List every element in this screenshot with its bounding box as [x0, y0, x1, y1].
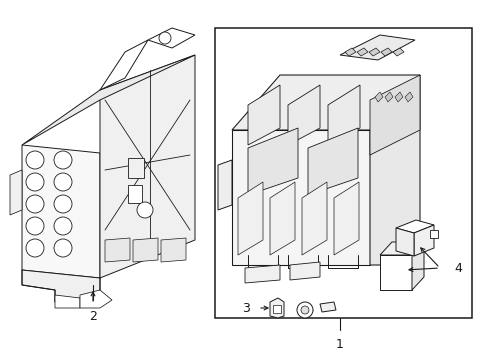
- Polygon shape: [319, 302, 335, 312]
- Polygon shape: [247, 85, 280, 145]
- Text: 3: 3: [242, 302, 249, 315]
- Polygon shape: [22, 145, 100, 278]
- Text: 4: 4: [453, 261, 461, 274]
- Polygon shape: [368, 48, 379, 56]
- Polygon shape: [161, 238, 185, 262]
- Polygon shape: [80, 290, 112, 308]
- Circle shape: [159, 32, 171, 44]
- Bar: [429, 230, 437, 238]
- Circle shape: [26, 151, 44, 169]
- Bar: [128, 158, 143, 178]
- Bar: [272, 305, 281, 313]
- Circle shape: [26, 195, 44, 213]
- Polygon shape: [269, 298, 284, 318]
- Polygon shape: [269, 182, 294, 255]
- Polygon shape: [133, 238, 158, 262]
- Polygon shape: [148, 28, 195, 48]
- Polygon shape: [413, 225, 433, 256]
- Polygon shape: [394, 92, 402, 102]
- Polygon shape: [333, 182, 358, 255]
- Polygon shape: [100, 40, 148, 90]
- Polygon shape: [369, 75, 419, 265]
- Circle shape: [54, 173, 72, 191]
- Text: 1: 1: [335, 338, 343, 351]
- Polygon shape: [356, 48, 367, 56]
- Text: 2: 2: [89, 310, 97, 323]
- Polygon shape: [411, 242, 423, 290]
- Polygon shape: [100, 55, 195, 278]
- Bar: [215, 28, 471, 318]
- Polygon shape: [231, 75, 419, 130]
- Circle shape: [296, 302, 312, 318]
- Circle shape: [26, 217, 44, 235]
- Polygon shape: [374, 92, 382, 102]
- Circle shape: [54, 151, 72, 169]
- Polygon shape: [404, 92, 412, 102]
- Polygon shape: [369, 75, 419, 155]
- Polygon shape: [327, 85, 359, 145]
- Polygon shape: [105, 238, 130, 262]
- Circle shape: [54, 217, 72, 235]
- Polygon shape: [287, 85, 319, 145]
- Polygon shape: [307, 128, 357, 195]
- Polygon shape: [384, 92, 392, 102]
- Polygon shape: [379, 242, 423, 255]
- Polygon shape: [302, 182, 326, 255]
- Polygon shape: [10, 170, 22, 215]
- Polygon shape: [218, 160, 231, 210]
- Polygon shape: [22, 55, 195, 145]
- Circle shape: [137, 202, 153, 218]
- Polygon shape: [345, 48, 355, 56]
- Polygon shape: [289, 262, 319, 280]
- Circle shape: [54, 195, 72, 213]
- Circle shape: [301, 306, 308, 314]
- Polygon shape: [22, 270, 100, 302]
- Bar: [128, 185, 142, 203]
- Polygon shape: [238, 182, 263, 255]
- Polygon shape: [392, 48, 403, 56]
- Polygon shape: [379, 255, 411, 290]
- Polygon shape: [244, 265, 280, 283]
- Polygon shape: [395, 228, 413, 256]
- Polygon shape: [231, 130, 369, 265]
- Polygon shape: [339, 35, 414, 60]
- Circle shape: [26, 239, 44, 257]
- Circle shape: [26, 173, 44, 191]
- Polygon shape: [55, 295, 80, 308]
- Polygon shape: [380, 48, 391, 56]
- Polygon shape: [247, 128, 297, 195]
- Circle shape: [54, 239, 72, 257]
- Polygon shape: [395, 220, 433, 233]
